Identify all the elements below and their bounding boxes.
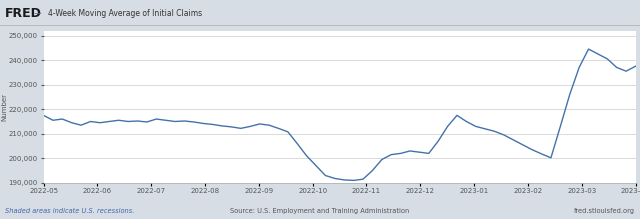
Text: 4-Week Moving Average of Initial Claims: 4-Week Moving Average of Initial Claims: [48, 9, 202, 18]
Text: Shaded areas indicate U.S. recessions.: Shaded areas indicate U.S. recessions.: [5, 208, 134, 214]
Y-axis label: Number: Number: [1, 93, 7, 121]
Text: fred.stlouisfed.org: fred.stlouisfed.org: [574, 208, 635, 214]
Text: —: —: [33, 9, 41, 18]
Text: Source: U.S. Employment and Training Administration: Source: U.S. Employment and Training Adm…: [230, 208, 410, 214]
Text: FRED: FRED: [5, 7, 42, 20]
